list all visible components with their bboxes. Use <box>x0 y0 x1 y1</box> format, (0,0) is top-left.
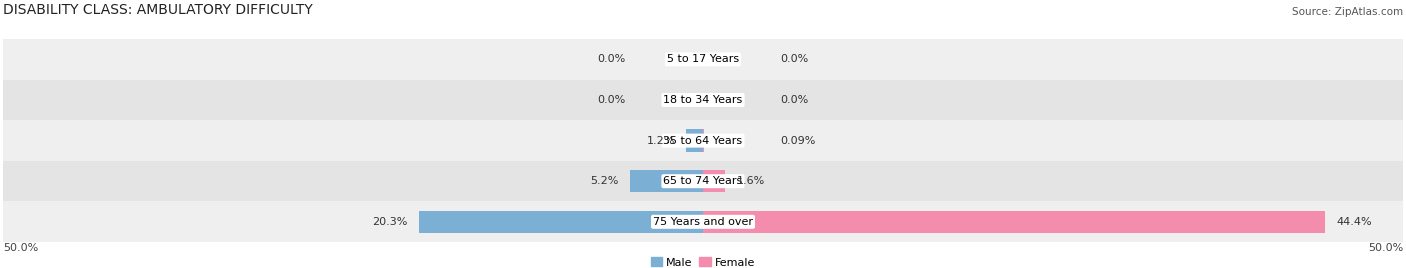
Bar <box>703 211 1324 233</box>
Text: 35 to 64 Years: 35 to 64 Years <box>664 136 742 146</box>
Bar <box>419 211 703 233</box>
Text: 50.0%: 50.0% <box>1368 243 1403 254</box>
Bar <box>703 170 725 192</box>
Text: 1.2%: 1.2% <box>647 136 675 146</box>
Text: 75 Years and over: 75 Years and over <box>652 217 754 227</box>
Text: 0.0%: 0.0% <box>780 95 808 105</box>
Text: 44.4%: 44.4% <box>1336 217 1372 227</box>
Text: 18 to 34 Years: 18 to 34 Years <box>664 95 742 105</box>
Bar <box>3 39 1403 80</box>
Text: 50.0%: 50.0% <box>3 243 38 254</box>
Text: Source: ZipAtlas.com: Source: ZipAtlas.com <box>1292 7 1403 17</box>
Text: DISABILITY CLASS: AMBULATORY DIFFICULTY: DISABILITY CLASS: AMBULATORY DIFFICULTY <box>3 3 312 17</box>
Text: 0.0%: 0.0% <box>780 54 808 64</box>
Text: 5.2%: 5.2% <box>591 176 619 186</box>
Text: 1.6%: 1.6% <box>737 176 765 186</box>
Bar <box>3 120 1403 161</box>
Bar <box>3 202 1403 242</box>
Text: 0.0%: 0.0% <box>598 95 626 105</box>
Text: 0.09%: 0.09% <box>780 136 815 146</box>
Text: 0.0%: 0.0% <box>598 54 626 64</box>
Bar <box>3 80 1403 120</box>
Text: 65 to 74 Years: 65 to 74 Years <box>664 176 742 186</box>
Bar <box>3 161 1403 202</box>
Bar <box>686 129 703 152</box>
Text: 20.3%: 20.3% <box>373 217 408 227</box>
Legend: Male, Female: Male, Female <box>651 258 755 268</box>
Text: 5 to 17 Years: 5 to 17 Years <box>666 54 740 64</box>
Bar <box>630 170 703 192</box>
